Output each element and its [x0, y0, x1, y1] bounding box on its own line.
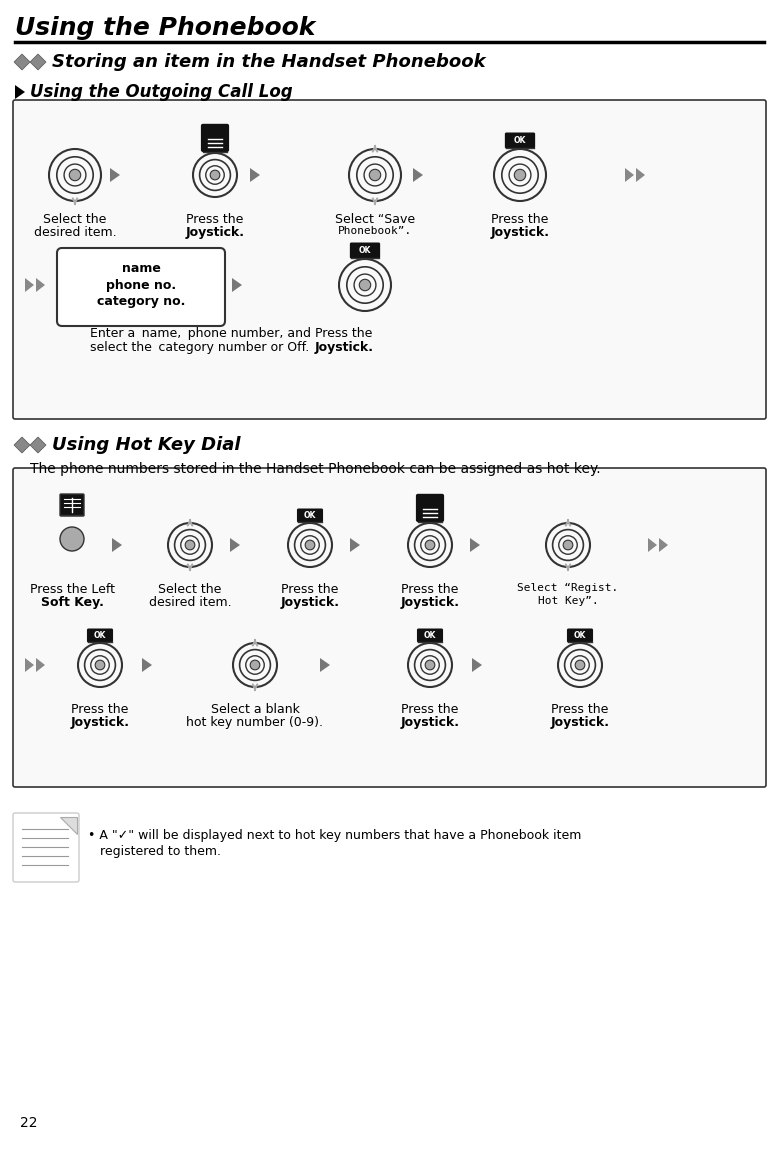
FancyBboxPatch shape [13, 468, 766, 787]
Text: Press the: Press the [401, 583, 459, 596]
FancyBboxPatch shape [505, 132, 535, 148]
Text: Storing an item in the Handset Phonebook: Storing an item in the Handset Phonebook [52, 53, 485, 71]
Circle shape [575, 660, 585, 669]
Polygon shape [472, 658, 482, 672]
Text: OK: OK [93, 631, 106, 641]
Circle shape [95, 660, 105, 669]
Circle shape [369, 169, 381, 181]
Polygon shape [470, 538, 480, 552]
Text: Press the: Press the [72, 703, 129, 716]
Text: phone no.: phone no. [106, 278, 176, 291]
Polygon shape [25, 658, 34, 672]
Text: Joystick.: Joystick. [280, 596, 340, 610]
Polygon shape [230, 538, 240, 552]
Text: name: name [122, 262, 160, 276]
FancyBboxPatch shape [13, 813, 79, 882]
Circle shape [60, 527, 84, 551]
Polygon shape [25, 278, 34, 292]
Text: Press the: Press the [315, 327, 372, 340]
Text: select the  category number or Off.: select the category number or Off. [90, 342, 309, 354]
Circle shape [563, 540, 573, 550]
Text: Soft Key.: Soft Key. [41, 596, 104, 610]
Polygon shape [30, 437, 46, 453]
Polygon shape [112, 538, 122, 552]
Polygon shape [15, 85, 25, 99]
Text: Joystick.: Joystick. [400, 596, 460, 610]
Text: Joystick.: Joystick. [400, 716, 460, 729]
Text: Phonebook”.: Phonebook”. [338, 227, 412, 236]
Text: OK: OK [424, 631, 436, 641]
Polygon shape [320, 658, 330, 672]
Polygon shape [636, 168, 645, 182]
Polygon shape [36, 658, 45, 672]
FancyBboxPatch shape [201, 124, 229, 152]
Text: Press the: Press the [186, 213, 244, 227]
Circle shape [69, 169, 81, 181]
FancyBboxPatch shape [57, 248, 225, 325]
Text: Press the: Press the [552, 703, 608, 716]
Polygon shape [14, 437, 30, 453]
Text: OK: OK [359, 246, 371, 255]
Text: Joystick.: Joystick. [315, 342, 374, 354]
Circle shape [514, 169, 526, 181]
Text: hot key number (0-9).: hot key number (0-9). [186, 716, 323, 729]
Text: registered to them.: registered to them. [100, 845, 221, 858]
Text: category no.: category no. [97, 294, 185, 307]
Polygon shape [142, 658, 152, 672]
Text: OK: OK [574, 631, 586, 641]
Text: desired item.: desired item. [33, 227, 116, 239]
Text: The phone numbers stored in the Handset Phonebook can be assigned as hot key.: The phone numbers stored in the Handset … [30, 462, 601, 476]
Polygon shape [60, 816, 77, 834]
Circle shape [185, 540, 195, 550]
Text: Joystick.: Joystick. [551, 716, 609, 729]
Polygon shape [110, 168, 120, 182]
Polygon shape [30, 54, 46, 70]
Text: Select the: Select the [44, 213, 107, 227]
Text: Joystick.: Joystick. [491, 227, 549, 239]
Text: Using the Phonebook: Using the Phonebook [15, 16, 315, 40]
Text: • A "✓" will be displayed next to hot key numbers that have a Phonebook item: • A "✓" will be displayed next to hot ke… [88, 829, 581, 842]
FancyBboxPatch shape [350, 243, 380, 259]
Polygon shape [232, 278, 242, 292]
Circle shape [359, 279, 371, 291]
Text: desired item.: desired item. [149, 596, 231, 610]
FancyBboxPatch shape [416, 493, 444, 522]
FancyBboxPatch shape [13, 100, 766, 419]
Circle shape [210, 170, 220, 179]
FancyBboxPatch shape [87, 629, 113, 643]
Polygon shape [413, 168, 423, 182]
Text: Select “Regist.: Select “Regist. [517, 583, 619, 593]
Text: Enter a  name,  phone number, and: Enter a name, phone number, and [90, 327, 311, 340]
FancyBboxPatch shape [567, 629, 593, 643]
Polygon shape [659, 538, 668, 552]
Text: Using Hot Key Dial: Using Hot Key Dial [52, 436, 241, 454]
Polygon shape [14, 54, 30, 70]
Text: Select a blank: Select a blank [210, 703, 299, 716]
Polygon shape [625, 168, 634, 182]
FancyBboxPatch shape [60, 494, 84, 516]
Text: Press the: Press the [401, 703, 459, 716]
Text: Joystick.: Joystick. [71, 716, 129, 729]
Text: Press the: Press the [281, 583, 339, 596]
Text: Select “Save: Select “Save [335, 213, 415, 227]
Text: Joystick.: Joystick. [185, 227, 245, 239]
Text: Select the: Select the [158, 583, 222, 596]
Text: Press the: Press the [492, 213, 548, 227]
FancyBboxPatch shape [417, 629, 443, 643]
Circle shape [425, 540, 435, 550]
Polygon shape [648, 538, 657, 552]
Text: Hot Key”.: Hot Key”. [538, 596, 598, 606]
Text: 22: 22 [20, 1116, 37, 1130]
FancyBboxPatch shape [297, 508, 323, 522]
Circle shape [305, 540, 315, 550]
Polygon shape [36, 278, 45, 292]
Polygon shape [250, 168, 260, 182]
Circle shape [425, 660, 435, 669]
Polygon shape [350, 538, 360, 552]
Circle shape [250, 660, 260, 669]
Text: OK: OK [304, 511, 316, 520]
Text: OK: OK [514, 136, 526, 145]
Text: Using the Outgoing Call Log: Using the Outgoing Call Log [30, 83, 293, 101]
Text: Press the Left: Press the Left [30, 583, 115, 596]
